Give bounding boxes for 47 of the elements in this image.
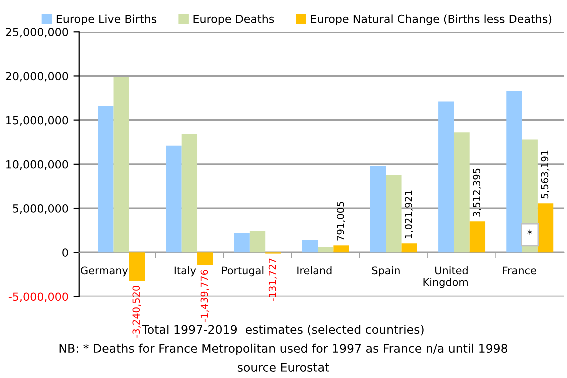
legend-label: Europe Live Births: [56, 14, 157, 26]
legend-label: Europe Natural Change (Births less Deaths): [311, 14, 552, 26]
data-label: 3,512,395: [473, 168, 482, 217]
source-note: source Eurostat: [238, 363, 330, 372]
bar: [129, 252, 146, 282]
x-tick-label: Germany: [81, 266, 128, 277]
data-label: -131,727: [268, 258, 278, 302]
x-tick-label: Spain: [372, 266, 400, 277]
data-label: 791,005: [336, 202, 346, 241]
data-label: 5,563,191: [541, 150, 550, 199]
x-tick-label: Portugal: [222, 266, 264, 277]
bar: [454, 132, 470, 253]
x-tick-label: Ireland: [298, 266, 332, 275]
y-tick-label: 0: [62, 248, 68, 258]
bar: [302, 240, 318, 253]
annotation: *: [528, 230, 533, 235]
y-tick-label: -5,000,000: [8, 292, 68, 302]
bar: [318, 247, 334, 253]
x-tick-label: United Kingdom: [424, 266, 468, 288]
bar: [538, 204, 554, 253]
y-tick-label: 15,000,000: [6, 116, 68, 126]
bar: [98, 106, 114, 253]
bar: [402, 244, 418, 253]
data-label: -1,439,776: [200, 270, 210, 322]
y-tick-label: 10,000,000: [6, 160, 68, 170]
text: NB: * Deaths for France Metropolitan used for 1997 as France n/a until 1998: [60, 344, 508, 356]
bar: [234, 233, 250, 253]
data-label: 1,021,921: [405, 190, 414, 238]
bar: [166, 146, 182, 253]
bar: [470, 222, 486, 253]
data-label: -3,240,520: [132, 286, 142, 338]
bar: [370, 166, 386, 253]
bar: [198, 252, 214, 266]
bar: [114, 77, 130, 253]
bar: [182, 134, 198, 253]
y-tick-label: 20,000,000: [6, 72, 68, 82]
y-tick-label: 25,000,000: [6, 28, 68, 38]
bar: [250, 231, 266, 253]
bar: [438, 102, 454, 253]
bar: [334, 246, 350, 253]
text: Total 1997-2019 estimates (selected countries): [142, 325, 424, 336]
y-tick-label: 5,000,000: [13, 204, 68, 214]
legend-label: Europe Deaths: [194, 14, 274, 26]
bar: [386, 175, 402, 253]
x-tick-label: France: [503, 266, 536, 275]
bar: [506, 91, 522, 253]
x-tick-label: Italy: [174, 266, 196, 277]
